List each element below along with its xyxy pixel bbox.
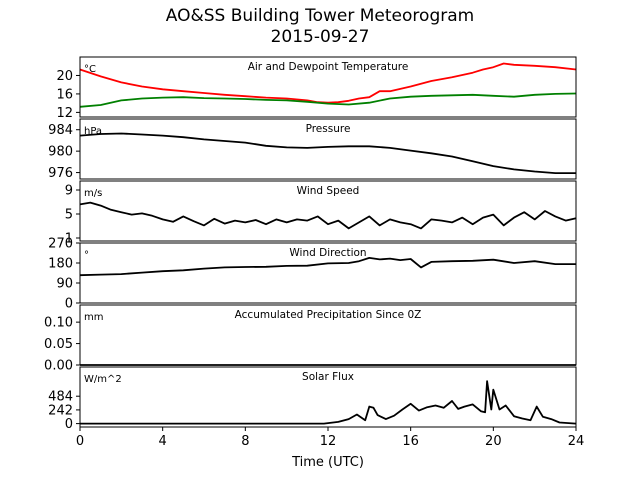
y-tick-label: 0.10 xyxy=(44,316,73,331)
y-tick-label: 0.00 xyxy=(44,359,73,374)
y-tick-label: 180 xyxy=(48,257,73,272)
series-line-1 xyxy=(79,62,577,104)
y-tick-label: 12 xyxy=(56,106,73,121)
unit-label: mm xyxy=(84,312,103,323)
unit-label: °C xyxy=(84,64,96,75)
panel-1: 12 16 20 °C Air and Dewpoint Temperature xyxy=(56,56,577,121)
x-axis: 0 4 8 12 16 20 24 xyxy=(76,427,584,449)
panel-title: Solar Flux xyxy=(302,371,354,383)
series-line-1 xyxy=(79,132,576,175)
panel-frame xyxy=(79,56,577,118)
unit-label: W/m^2 xyxy=(84,374,122,385)
panel-title: Wind Direction xyxy=(289,247,366,259)
panel-frame xyxy=(79,242,577,304)
panel-4: 0 90 180 270 ° Wind Direction xyxy=(48,237,577,312)
x-tick-label: 0 xyxy=(76,434,84,449)
panel-frame xyxy=(79,118,577,180)
y-tick-label: 0 xyxy=(65,297,73,312)
panel-title: Wind Speed xyxy=(297,185,360,197)
y-tick-label: 484 xyxy=(48,390,73,405)
panel-title: Accumulated Precipitation Since 0Z xyxy=(235,309,422,321)
series-line-1 xyxy=(79,256,576,277)
x-tick-label: 20 xyxy=(485,434,502,449)
x-tick-label: 16 xyxy=(402,434,419,449)
figure-title: AO&SS Building Tower Meteorogram xyxy=(165,6,475,26)
unit-label: hPa xyxy=(84,126,102,137)
series-line-2 xyxy=(79,92,577,108)
y-tick-label: 242 xyxy=(48,403,73,418)
x-tick-label: 4 xyxy=(159,434,167,449)
y-tick-label: 980 xyxy=(48,145,73,160)
panel-2: 976 980 984 hPa Pressure xyxy=(48,118,577,181)
y-tick-label: 16 xyxy=(56,87,73,102)
x-tick-label: 12 xyxy=(320,434,337,449)
x-axis-label: Time (UTC) xyxy=(291,455,364,470)
series-line-1 xyxy=(80,380,577,425)
y-tick-label: 0.05 xyxy=(44,337,73,352)
panel-5: 0.00 0.05 0.10 mm Accumulated Precipitation … xyxy=(44,304,577,374)
x-tick-label: 8 xyxy=(241,434,249,449)
y-tick-label: 20 xyxy=(56,69,73,84)
y-tick-label: 0 xyxy=(65,417,73,432)
panel-title: Pressure xyxy=(306,123,351,135)
panel-frame xyxy=(79,304,577,366)
y-tick-label: 90 xyxy=(56,277,73,292)
figure-subtitle: 2015-09-27 xyxy=(270,27,370,47)
panel-frame xyxy=(79,180,577,242)
y-tick-label: 976 xyxy=(48,166,73,181)
series-line-1 xyxy=(79,201,577,230)
y-tick-label: 270 xyxy=(48,237,73,252)
panel-title: Air and Dewpoint Temperature xyxy=(248,61,409,73)
unit-label: ° xyxy=(84,250,89,261)
y-tick-label: 5 xyxy=(65,208,73,223)
panel-3: 1 5 9 m/s Wind Speed xyxy=(65,180,577,247)
y-tick-label: 9 xyxy=(65,184,73,199)
y-tick-label: 984 xyxy=(48,123,73,138)
x-tick-label: 24 xyxy=(568,434,585,449)
unit-label: m/s xyxy=(84,188,102,199)
y-tick-label: 1 xyxy=(65,232,73,247)
